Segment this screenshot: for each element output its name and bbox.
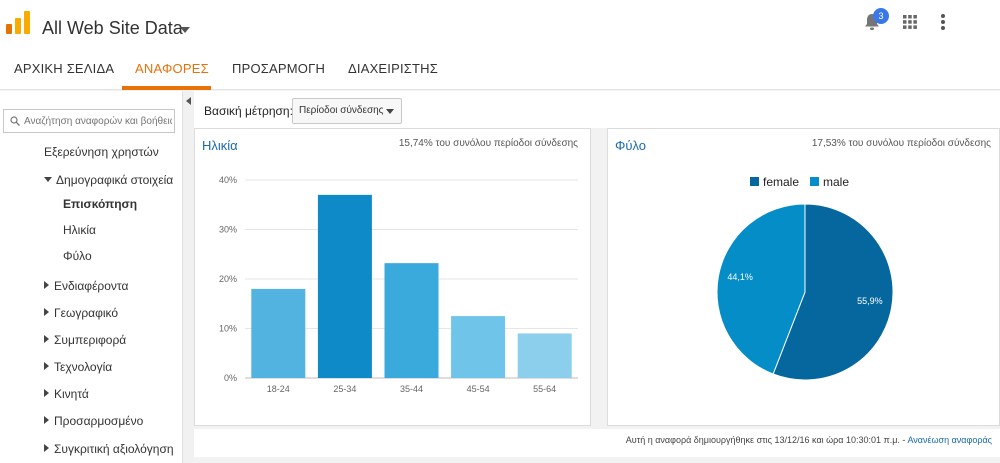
tab-home[interactable]: ΑΡΧΙΚΗ ΣΕΛΙΔΑ — [14, 61, 115, 76]
report-footer: Αυτή η αναφορά δημιουργήθηκε στις 13/12/… — [194, 429, 1000, 457]
metric-label: Βασική μέτρηση: — [204, 104, 293, 118]
caret-right-icon — [44, 335, 49, 343]
tab-customization[interactable]: ΠΡΟΣΑΡΜΟΓΗ — [232, 61, 326, 76]
pie-slice-female[interactable] — [772, 203, 894, 381]
chevron-down-icon — [386, 109, 394, 114]
x-tick-label: 18-24 — [267, 384, 290, 394]
refresh-report-link[interactable]: Ανανέωση αναφοράς — [907, 435, 992, 445]
gender-card-subtitle: 17,53% του συνόλου περίοδοι σύνδεσης — [811, 138, 991, 149]
sidebar-item-overview[interactable]: Επισκόπηση — [63, 197, 138, 211]
caret-right-icon — [44, 389, 49, 397]
gender-card-title[interactable]: Φύλο — [615, 138, 647, 153]
legend-label-female: female — [763, 175, 799, 189]
chevron-left-icon[interactable] — [186, 97, 191, 105]
sidebar-item-geo[interactable]: Γεωγραφικό — [44, 306, 118, 320]
bar-55-64[interactable] — [517, 333, 572, 378]
tab-admin[interactable]: ΔΙΑΧΕΙΡΙΣΤΗΣ — [348, 61, 439, 76]
y-tick-label: 40% — [219, 175, 237, 185]
property-selector[interactable]: All Web Site Data — [42, 18, 183, 38]
sidebar-item-interests[interactable]: Ενδιαφέροντα — [44, 279, 128, 293]
pie-slice-label: 44,1% — [727, 272, 753, 282]
x-tick-label: 45-54 — [467, 384, 490, 394]
sidebar-item-custom[interactable]: Προσαρμοσμένο — [44, 414, 143, 428]
gender-card: Φύλο 17,53% του συνόλου περίοδοι σύνδεση… — [607, 128, 1000, 426]
caret-right-icon — [44, 444, 49, 452]
sidebar-item-technology[interactable]: Τεχνολογία — [44, 360, 112, 374]
tab-reports[interactable]: ΑΝΑΦΟΡΕΣ — [135, 61, 209, 76]
age-bar-chart: 0% 10% 20% 30% 40% 18-24 25-34 35-44 45-54 55-64 — [219, 175, 578, 394]
sidebar-item-demographics[interactable]: Δημογραφικά στοιχεία — [44, 173, 173, 187]
y-tick-label: 30% — [219, 225, 237, 235]
sidebar-item-user-explorer[interactable]: Εξερεύνηση χρηστών — [44, 145, 159, 159]
gender-pie-chart: 55,9% 44,1% female male — [716, 175, 894, 381]
bar-25-34[interactable] — [317, 194, 372, 378]
legend-label-male: male — [823, 175, 849, 189]
sidebar-item-mobile[interactable]: Κινητά — [44, 387, 89, 401]
sidebar-collapse-handle[interactable] — [182, 91, 194, 463]
active-tab-indicator — [122, 86, 211, 90]
age-card-subtitle: 15,74% του συνόλου περίοδοι σύνδεσης — [398, 138, 578, 149]
pie-slice-male[interactable] — [716, 203, 806, 375]
caret-right-icon — [44, 308, 49, 316]
x-tick-label: 55-64 — [533, 384, 556, 394]
y-tick-label: 20% — [219, 274, 237, 284]
notification-badge[interactable]: 3 — [873, 8, 889, 24]
x-tick-label: 35-44 — [400, 384, 423, 394]
apps-grid-icon[interactable] — [903, 15, 917, 29]
search-input[interactable] — [24, 113, 172, 129]
sidebar-item-gender[interactable]: Φύλο — [63, 249, 92, 263]
more-vert-icon[interactable] — [940, 13, 946, 31]
sidebar-item-benchmarking[interactable]: Συγκριτική αξιολόγηση — [44, 442, 174, 456]
main-nav: ΑΡΧΙΚΗ ΣΕΛΙΔΑ ΑΝΑΦΟΡΕΣ ΠΡΟΣΑΡΜΟΓΗ ΔΙΑΧΕΙ… — [0, 48, 1000, 90]
footer-text: Αυτή η αναφορά δημιουργήθηκε στις 13/12/… — [625, 435, 992, 445]
legend-swatch — [750, 177, 759, 186]
metric-selected-value: Περίοδοι σύνδεσης — [299, 105, 384, 116]
caret-right-icon — [44, 362, 49, 370]
top-bar: All Web Site Data 3 — [0, 0, 1000, 48]
report-search[interactable] — [3, 109, 175, 133]
x-tick-label: 25-34 — [333, 384, 356, 394]
report-sidebar: Εξερεύνηση χρηστών Δημογραφικά στοιχεία … — [0, 91, 182, 463]
caret-right-icon — [44, 281, 49, 289]
analytics-logo-icon[interactable] — [6, 10, 30, 34]
chevron-down-icon[interactable] — [180, 27, 190, 33]
report-main: Βασική μέτρηση: Περίοδοι σύνδεσης Ηλικία… — [194, 91, 1000, 463]
search-icon — [10, 116, 20, 126]
bar-45-54[interactable] — [451, 316, 506, 378]
pie-slice-label: 55,9% — [857, 296, 883, 306]
y-tick-label: 0% — [224, 373, 237, 383]
metric-bar: Βασική μέτρηση: Περίοδοι σύνδεσης — [194, 91, 1000, 128]
bar-35-44[interactable] — [384, 263, 439, 378]
sidebar-item-age[interactable]: Ηλικία — [63, 223, 96, 237]
legend-swatch — [810, 177, 819, 186]
metric-dropdown[interactable]: Περίοδοι σύνδεσης — [292, 98, 402, 124]
age-card-title[interactable]: Ηλικία — [202, 138, 238, 153]
sidebar-item-behavior[interactable]: Συμπεριφορά — [44, 333, 126, 347]
caret-down-icon — [44, 177, 52, 182]
y-tick-label: 10% — [219, 324, 237, 334]
age-card: Ηλικία 15,74% του συνόλου περίοδοι σύνδε… — [194, 128, 591, 426]
bar-18-24[interactable] — [251, 288, 306, 378]
caret-right-icon — [44, 416, 49, 424]
